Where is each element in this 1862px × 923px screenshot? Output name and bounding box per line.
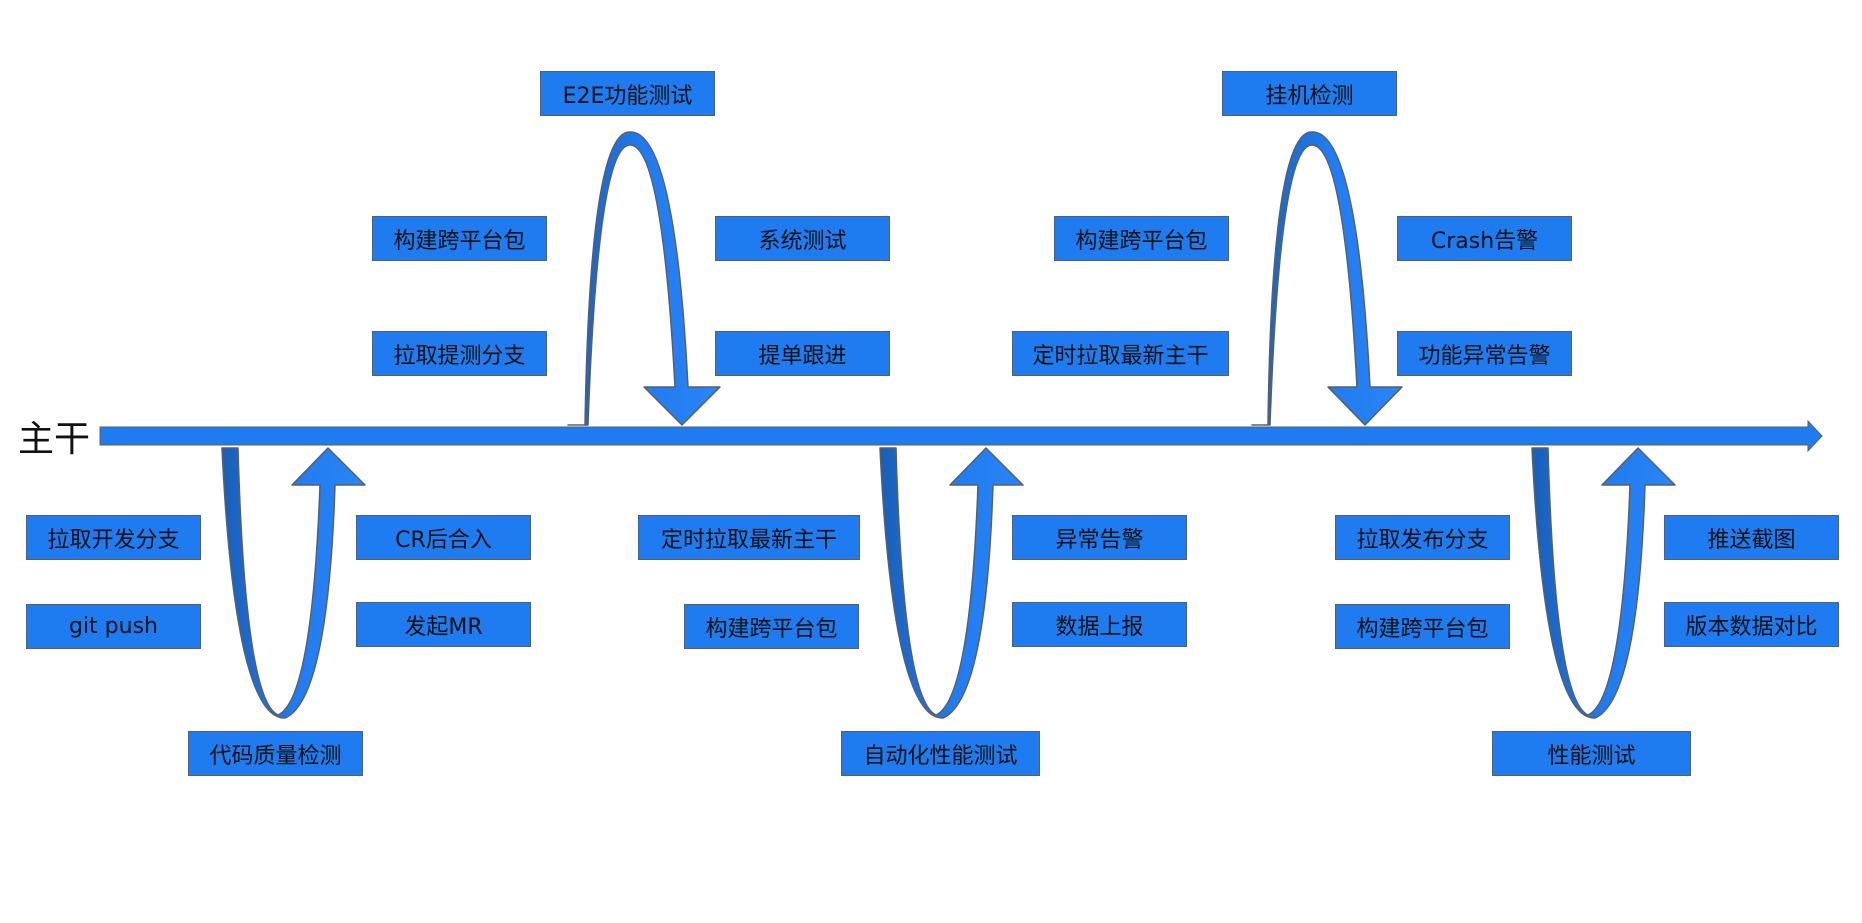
bottom-loop-3-right-step: 版本数据对比 [1664,602,1839,647]
top-loop-2-right-step: Crash告警 [1397,216,1572,261]
top-loop-e2e-arrow [567,131,721,426]
bottom-loop-1-right-step: 发起MR [356,602,531,647]
top-loop-2-title: 挂机检测 [1222,71,1397,116]
bottom-loop-2-right-step: 异常告警 [1012,515,1187,560]
top-loop-2-left-step: 构建跨平台包 [1054,216,1229,261]
bottom-loop-2-right-step: 数据上报 [1012,602,1187,647]
bottom-loop-3-title: 性能测试 [1492,731,1691,776]
bottom-loop-2-title: 自动化性能测试 [841,731,1040,776]
bottom-loop-1-right-step: CR后合入 [356,515,531,560]
bottom-loop-2-left-step: 构建跨平台包 [684,604,859,649]
bottom-loop-1-title: 代码质量检测 [188,731,363,776]
top-loop-1-right-step: 提单跟进 [715,331,890,376]
trunk-label: 主干 [18,419,91,460]
bottom-loop-1-left-step: 拉取开发分支 [26,515,201,560]
top-loop-2-left-step: 定时拉取最新主干 [1012,331,1229,376]
trunk-arrow [99,419,1823,453]
top-loop-1-left-step: 拉取提测分支 [372,331,547,376]
bottom-loop-quality-arrow [221,447,366,719]
top-loop-2-right-step: 功能异常告警 [1397,331,1572,376]
top-loop-1-title: E2E功能测试 [540,71,715,116]
bottom-loop-2-left-step: 定时拉取最新主干 [638,515,860,560]
bottom-loop-3-left-step: 拉取发布分支 [1335,515,1510,560]
bottom-loop-auto-perf-arrow [879,447,1024,719]
bottom-loop-3-left-step: 构建跨平台包 [1335,604,1510,649]
bottom-loop-perf-arrow [1531,447,1676,719]
bottom-loop-3-right-step: 推送截图 [1664,515,1839,560]
top-loop-hang-arrow [1251,131,1403,426]
top-loop-1-right-step: 系统测试 [715,216,890,261]
bottom-loop-1-left-step: git push [26,604,201,649]
top-loop-1-left-step: 构建跨平台包 [372,216,547,261]
